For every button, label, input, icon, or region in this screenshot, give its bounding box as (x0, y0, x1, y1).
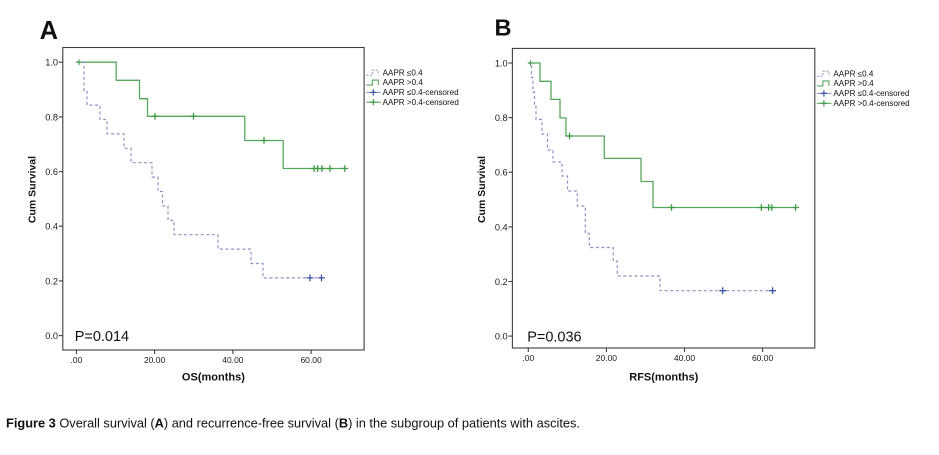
svg-text:AAPR ≤0.4-censored: AAPR ≤0.4-censored (833, 89, 909, 98)
svg-text:0.2: 0.2 (45, 276, 58, 286)
svg-text:1.0: 1.0 (495, 58, 508, 68)
svg-text:Cum Survival: Cum Survival (476, 156, 488, 223)
svg-text:AAPR >0.4: AAPR >0.4 (383, 78, 424, 87)
svg-text:Figure 3 Overall survival (A): Figure 3 Overall survival (A) and recurr… (6, 416, 580, 431)
svg-text:60.00: 60.00 (300, 355, 322, 365)
svg-text:1.0: 1.0 (45, 58, 58, 68)
svg-text:0.0: 0.0 (45, 331, 58, 341)
svg-text:20.00: 20.00 (596, 353, 618, 363)
svg-text:B: B (495, 15, 512, 41)
svg-text:RFS(months): RFS(months) (629, 371, 698, 383)
svg-text:.00: .00 (522, 353, 534, 363)
svg-text:40.00: 40.00 (222, 355, 244, 365)
svg-text:A: A (40, 17, 58, 45)
svg-text:AAPR >0.4-censored: AAPR >0.4-censored (383, 98, 459, 107)
svg-text:0.2: 0.2 (495, 277, 508, 287)
svg-text:0.4: 0.4 (45, 222, 58, 232)
svg-text:Cum Survival: Cum Survival (26, 156, 38, 223)
svg-text:AAPR ≤0.4-censored: AAPR ≤0.4-censored (383, 88, 459, 97)
svg-text:0.6: 0.6 (495, 168, 508, 178)
svg-text:.00: .00 (70, 355, 82, 365)
svg-text:P=0.014: P=0.014 (75, 329, 129, 345)
svg-text:AAPR ≤0.4: AAPR ≤0.4 (383, 68, 423, 77)
svg-text:40.00: 40.00 (674, 353, 696, 363)
svg-text:AAPR >0.4-censored: AAPR >0.4-censored (833, 99, 909, 108)
svg-text:0.8: 0.8 (495, 113, 508, 123)
svg-text:0.6: 0.6 (45, 167, 58, 177)
svg-text:0.0: 0.0 (495, 332, 508, 342)
svg-text:OS(months): OS(months) (182, 371, 245, 383)
svg-text:P=0.036: P=0.036 (527, 330, 581, 346)
svg-text:0.8: 0.8 (45, 112, 58, 122)
svg-text:20.00: 20.00 (144, 355, 166, 365)
svg-text:AAPR ≤0.4: AAPR ≤0.4 (833, 69, 873, 78)
svg-text:0.4: 0.4 (495, 222, 508, 232)
svg-text:AAPR >0.4: AAPR >0.4 (833, 79, 874, 88)
svg-text:60.00: 60.00 (752, 353, 774, 363)
